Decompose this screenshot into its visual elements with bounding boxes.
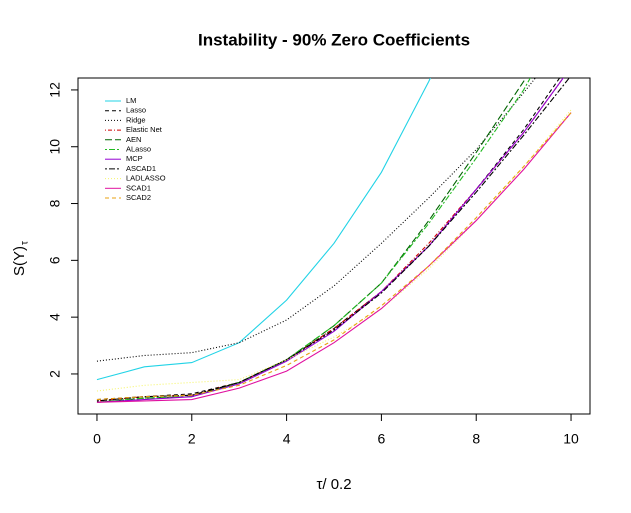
- lines: [96, 78, 572, 403]
- x-tick-label: 6: [378, 431, 386, 447]
- series-line: [96, 78, 431, 381]
- legend-label: ASCAD1: [126, 164, 156, 173]
- series-line: [96, 78, 537, 362]
- series-line: [96, 112, 572, 403]
- x-tick-label: 2: [188, 431, 196, 447]
- legend-label: AEN: [126, 135, 141, 144]
- legend-label: SCAD2: [126, 193, 151, 202]
- y-axis-label: S(Y): [11, 246, 28, 276]
- y-tick-label: 2: [47, 370, 63, 378]
- series-line: [96, 78, 561, 401]
- series-line: [96, 78, 527, 403]
- y-tick-label: 10: [47, 139, 63, 155]
- y-axis-label-subscript: τ: [20, 241, 31, 245]
- legend-label: LADLASSO: [126, 174, 166, 183]
- legend-label: ALasso: [126, 144, 151, 153]
- series-line: [96, 109, 572, 392]
- legend-label: Lasso: [126, 106, 146, 115]
- chart-title: Instability - 90% Zero Coefficients: [198, 30, 470, 49]
- y-tick-label: 8: [47, 199, 63, 207]
- legend-label: MCP: [126, 154, 143, 163]
- series-line: [96, 78, 564, 403]
- y-tick-label: 4: [47, 313, 63, 321]
- plot-box: [77, 77, 591, 415]
- x-axis-label: τ/ 0.2: [316, 476, 351, 493]
- x-tick-label: 10: [563, 431, 579, 447]
- legend-label: Ridge: [126, 115, 146, 124]
- y-tick-label: 6: [47, 256, 63, 264]
- y-tick-label: 12: [47, 82, 63, 98]
- legend-label: SCAD1: [126, 183, 151, 192]
- x-tick-label: 0: [93, 431, 101, 447]
- legend-label: Elastic Net: [126, 125, 163, 134]
- x-tick-label: 8: [472, 431, 480, 447]
- legend-label: LM: [126, 96, 136, 105]
- series-line: [96, 112, 572, 401]
- x-tick-label: 4: [283, 431, 291, 447]
- y-axis-label-group: S(Y) τ: [11, 241, 31, 276]
